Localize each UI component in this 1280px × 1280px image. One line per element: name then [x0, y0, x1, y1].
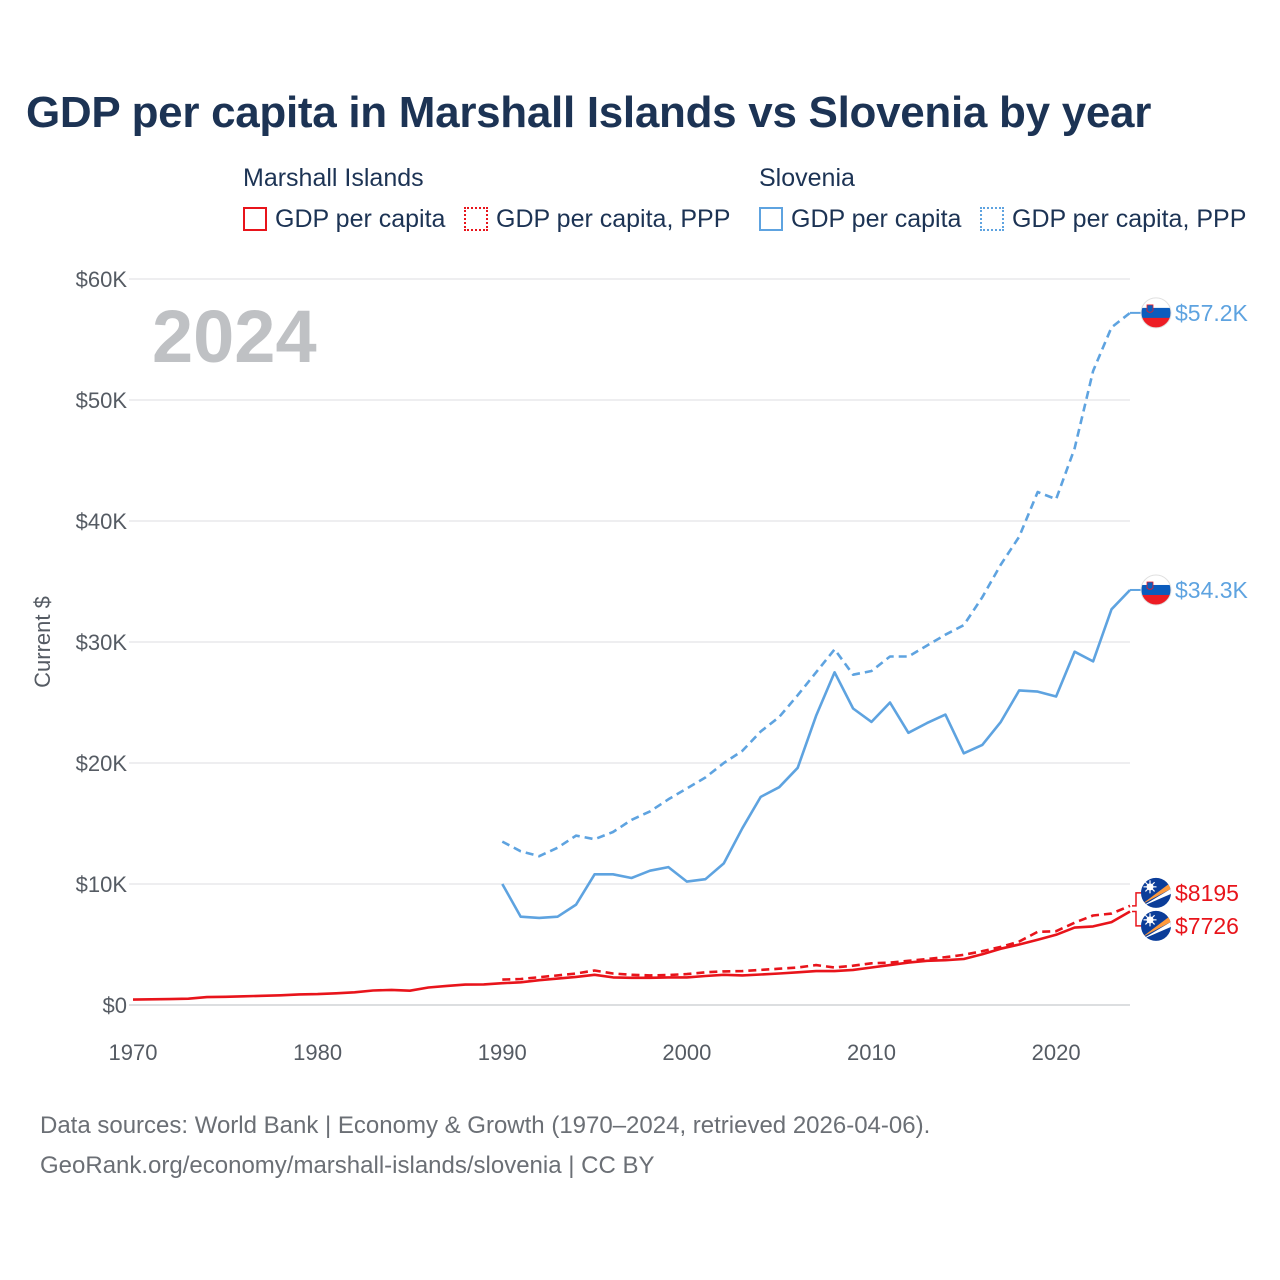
series-layer — [132, 311, 1131, 1001]
y-tick-label: $30K — [76, 630, 128, 655]
x-axis-ticks: 1970 1980 1990 2000 2010 2020 — [109, 1040, 1081, 1065]
legend-group-slovenia: Slovenia — [759, 164, 855, 192]
end-value-label: $34.3K — [1175, 577, 1249, 603]
x-tick-label: 2000 — [662, 1040, 711, 1065]
x-tick-label: 2010 — [847, 1040, 896, 1065]
line-chart: 2024 Current $ $0 $10K $20K $30K $40K $50K $60… — [30, 267, 1249, 1065]
series-line-marshall-islands-gdp-per-capita — [132, 910, 1131, 1001]
x-tick-label: 1990 — [478, 1040, 527, 1065]
slovenia-flag-icon — [1140, 574, 1172, 606]
y-tick-label: $0 — [103, 993, 127, 1018]
legend-item-label: GDP per capita, PPP — [496, 204, 731, 233]
legend-swatch-dotted-red — [464, 207, 488, 231]
source-line-1: Data sources: World Bank | Economy & Gro… — [40, 1112, 931, 1139]
source-note: Data sources: World Bank | Economy & Gro… — [40, 1106, 930, 1186]
y-tick-label: $60K — [76, 267, 128, 292]
series-line-marshall-islands-gdp-per-capita-ppp — [502, 904, 1131, 981]
series-line-slovenia-gdp-per-capita-ppp — [501, 311, 1131, 858]
series-line-slovenia-gdp-per-capita — [501, 589, 1131, 920]
legend-item-label: GDP per capita, PPP — [1012, 204, 1247, 233]
x-tick-label: 1970 — [109, 1040, 158, 1065]
end-labels: $57.2K $34.3K $8195 $7726 — [1130, 297, 1249, 941]
grid-layer — [129, 278, 1130, 1006]
chart-title: GDP per capita in Marshall Islands vs Sl… — [26, 88, 1152, 137]
y-tick-label: $10K — [76, 872, 128, 897]
legend-item-si-gdp-ppp[interactable]: GDP per capita, PPP — [980, 204, 1246, 234]
legend-item-mh-gdp-ppp[interactable]: GDP per capita, PPP — [464, 204, 730, 234]
legend-item-label: GDP per capita — [275, 204, 446, 233]
y-tick-label: $20K — [76, 751, 128, 776]
legend-group-marshall-islands: Marshall Islands — [243, 164, 424, 192]
legend-swatch-solid-red — [243, 207, 267, 231]
x-tick-label: 1980 — [293, 1040, 342, 1065]
legend-item-mh-gdp[interactable]: GDP per capita — [243, 204, 445, 234]
end-value-label: $8195 — [1175, 880, 1239, 906]
legend-swatch-solid-blue — [759, 207, 783, 231]
year-watermark: 2024 — [152, 295, 317, 378]
x-tick-label: 2020 — [1032, 1040, 1081, 1065]
marshall-islands-flag-icon — [1141, 910, 1171, 941]
legend-item-si-gdp[interactable]: GDP per capita — [759, 204, 961, 234]
end-value-label: $57.2K — [1175, 300, 1249, 326]
slovenia-flag-icon — [1140, 297, 1172, 329]
legend-item-label: GDP per capita — [791, 204, 962, 233]
end-value-label: $7726 — [1175, 913, 1239, 939]
y-axis-ticks: $0 $10K $20K $30K $40K $50K $60K — [76, 267, 128, 1018]
marshall-islands-flag-icon — [1141, 877, 1171, 908]
y-tick-label: $40K — [76, 509, 128, 534]
legend-swatch-dotted-blue — [980, 207, 1004, 231]
source-line-2[interactable]: GeoRank.org/economy/marshall-islands/slo… — [40, 1152, 655, 1179]
y-axis-label: Current $ — [30, 596, 55, 688]
y-tick-label: $50K — [76, 388, 128, 413]
